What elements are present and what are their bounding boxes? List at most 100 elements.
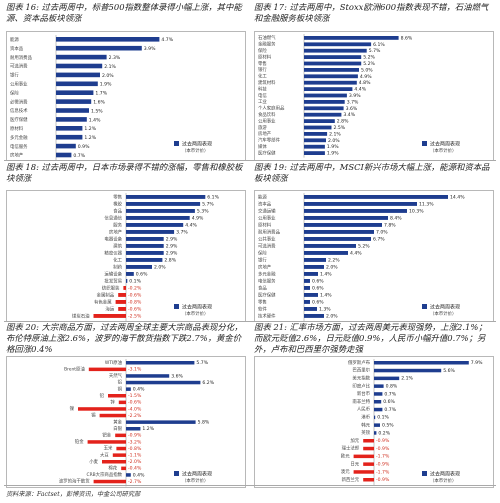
- bar: [304, 265, 324, 269]
- bar: [304, 87, 353, 91]
- bar: [126, 230, 175, 234]
- value-label: 5.2%: [363, 61, 375, 67]
- value-label: 0.1%: [377, 415, 389, 421]
- value-label: -0.4%: [128, 466, 142, 472]
- legend-swatch: [422, 471, 427, 476]
- category-label: 必需消费: [10, 98, 28, 105]
- category-label: 信息技术: [10, 107, 28, 114]
- category-label: 可选消费: [10, 63, 28, 70]
- bar: [374, 384, 384, 388]
- value-label: 3.9%: [144, 46, 156, 52]
- value-label: -3.1%: [128, 367, 142, 373]
- category-label: 医疗保健: [258, 291, 276, 298]
- category-label: 电信服务: [258, 277, 276, 284]
- value-label: 2.9%: [166, 251, 178, 257]
- category-label: 房地产: [109, 228, 123, 235]
- value-label: 7.0%: [376, 230, 388, 236]
- bar: [363, 439, 374, 443]
- bar: [304, 106, 344, 111]
- category-label: 原材料: [258, 53, 272, 60]
- bar: [116, 446, 126, 451]
- legend-label: 过去两周表现: [430, 141, 460, 148]
- category-label: 零售: [258, 298, 267, 305]
- bar: [126, 202, 201, 206]
- bar: [56, 72, 100, 78]
- value-label: 5.8%: [198, 420, 210, 426]
- category-label: 保险: [10, 89, 19, 96]
- value-label: 1.2%: [84, 135, 96, 141]
- bar: [374, 431, 377, 435]
- value-label: 2.0%: [154, 265, 166, 271]
- value-label: 3.7%: [176, 230, 188, 236]
- bar: [56, 90, 94, 95]
- legend-label: 过去两周表现: [182, 471, 212, 478]
- bar: [126, 279, 128, 283]
- bar: [118, 307, 126, 311]
- value-label: 5.7%: [369, 48, 381, 54]
- category-label: 零售: [113, 193, 122, 200]
- legend: 过去两周表现（本币计价）: [422, 304, 460, 317]
- category-label: 大豆: [100, 451, 109, 458]
- bar: [304, 223, 382, 227]
- category-label: CRB大宗商品指数: [87, 471, 123, 478]
- bar: [374, 400, 382, 404]
- bar: [304, 80, 357, 85]
- bar: [126, 258, 163, 262]
- value-label: -0.8%: [128, 300, 142, 306]
- value-label: -1.1%: [128, 453, 142, 459]
- category-label: 能源: [10, 36, 19, 43]
- value-label: 2.8%: [164, 258, 176, 264]
- bar: [304, 61, 362, 66]
- value-label: 1.2%: [142, 426, 154, 432]
- value-label: 10.3%: [409, 209, 424, 215]
- bar: [304, 132, 328, 136]
- category-label: 交通运输: [258, 207, 276, 214]
- bar: [374, 361, 469, 365]
- category-label: 资本品: [258, 200, 272, 207]
- bar: [56, 143, 76, 149]
- category-label: 有色金属: [94, 298, 112, 305]
- bar: [304, 74, 358, 79]
- category-label: 镍: [70, 405, 75, 412]
- category-label: 科技: [258, 85, 267, 92]
- category-label: 橡胶: [113, 200, 122, 207]
- category-label: 天然气: [109, 372, 123, 379]
- bar: [304, 144, 325, 149]
- category-label: 能源: [258, 193, 267, 200]
- category-label: 房地产: [258, 263, 272, 270]
- value-label: 4.4%: [350, 251, 362, 257]
- value-label: 2.1%: [329, 131, 341, 137]
- value-label: 0.9%: [78, 144, 90, 150]
- legend-label: 过去两周表现: [182, 304, 212, 311]
- bar: [56, 63, 103, 69]
- bar: [374, 376, 400, 381]
- bar: [374, 415, 376, 420]
- value-label: 0.6%: [136, 272, 148, 278]
- bar: [304, 237, 371, 241]
- category-label: 电器设备: [104, 235, 122, 242]
- legend: 过去两周表现（本币计价）: [174, 304, 212, 317]
- category-label: 公用事业: [10, 81, 28, 88]
- category-label: 保险: [258, 249, 267, 256]
- category-label: 澳元: [341, 468, 350, 475]
- bar: [374, 368, 442, 373]
- category-label: 原材料: [258, 221, 272, 228]
- bar-chart: 能源 4.7% 资本品 3.9% 耐用消费品 2.3% 可选消费 2.1% 银行 2.0% 公用事业…: [10, 35, 212, 161]
- bar: [126, 380, 201, 385]
- bar: [304, 100, 345, 104]
- legend-swatch: [174, 304, 179, 309]
- category-label: 锡: [91, 412, 96, 419]
- bar-chart: WTI原油 5.7% Brent原油 -3.1% 天然气 3.6% 铝 6.2% 铜 0.4% 铅 -…: [59, 359, 215, 487]
- chart-title: 图表 19: 过去两周中，MSCI新兴市场大幅上涨，能源和资本品板块领涨: [254, 162, 490, 183]
- bar: [304, 68, 359, 72]
- value-label: 6.2%: [202, 380, 214, 386]
- bar: [56, 54, 107, 60]
- category-label: 化工: [113, 256, 122, 263]
- bar: [126, 216, 190, 220]
- bar-chart: 俄罗斯卢布 7.9% 巴西里尔 5.6% 美元指数 2.1% 印度卢比 0.8% 新台币 0.7%…: [341, 359, 483, 486]
- category-label: 银行: [10, 72, 19, 79]
- value-label: 2.8%: [337, 119, 349, 125]
- bar: [56, 108, 89, 113]
- category-label: 欧元: [341, 453, 350, 460]
- value-label: 4.7%: [161, 37, 173, 43]
